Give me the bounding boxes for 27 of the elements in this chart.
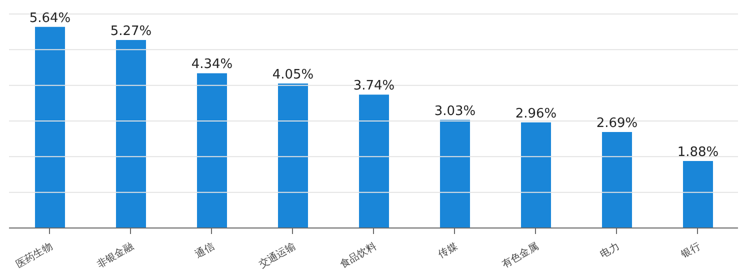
bar [602, 132, 632, 228]
x-tick-label: 有色金属 [500, 240, 540, 271]
x-tick-label: 非银金融 [94, 240, 136, 271]
x-tick-label: 通信 [193, 240, 216, 261]
x-tick-label: 银行 [678, 241, 702, 262]
data-label: 2.96% [515, 106, 557, 122]
data-label: 4.05% [272, 68, 314, 83]
bar [521, 122, 551, 228]
x-tick-label: 医药生物 [14, 240, 54, 271]
x-tick-label: 交通运输 [256, 240, 298, 271]
data-label: 1.88% [677, 144, 719, 160]
bar [35, 26, 65, 228]
data-label: 3.03% [434, 104, 476, 119]
x-tick-label: 传媒 [436, 241, 460, 261]
bar [359, 94, 389, 228]
bar [683, 160, 713, 228]
data-label: 3.74% [353, 78, 395, 94]
bar [197, 73, 227, 228]
bar [440, 120, 470, 228]
data-label: 4.34% [191, 57, 233, 72]
x-tick-label: 电力 [598, 240, 622, 261]
x-tick-label: 食品饮料 [338, 240, 378, 271]
data-label: 5.27% [110, 24, 152, 40]
data-label: 2.69% [596, 116, 638, 132]
bar [278, 84, 308, 228]
bar [116, 40, 146, 228]
data-label: 5.64% [29, 10, 71, 26]
